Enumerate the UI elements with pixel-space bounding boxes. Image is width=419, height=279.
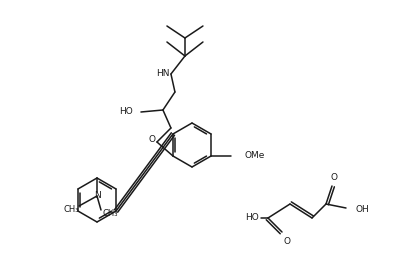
Text: O: O xyxy=(331,174,337,182)
Text: HO: HO xyxy=(245,213,259,222)
Text: HO: HO xyxy=(119,107,133,117)
Text: CH₃: CH₃ xyxy=(102,208,118,218)
Text: N: N xyxy=(93,191,101,201)
Text: OMe: OMe xyxy=(244,151,264,160)
Text: CH₃: CH₃ xyxy=(63,206,79,215)
Text: OH: OH xyxy=(355,205,369,213)
Text: HN: HN xyxy=(156,69,170,78)
Text: O: O xyxy=(148,134,155,143)
Text: O: O xyxy=(284,237,290,247)
